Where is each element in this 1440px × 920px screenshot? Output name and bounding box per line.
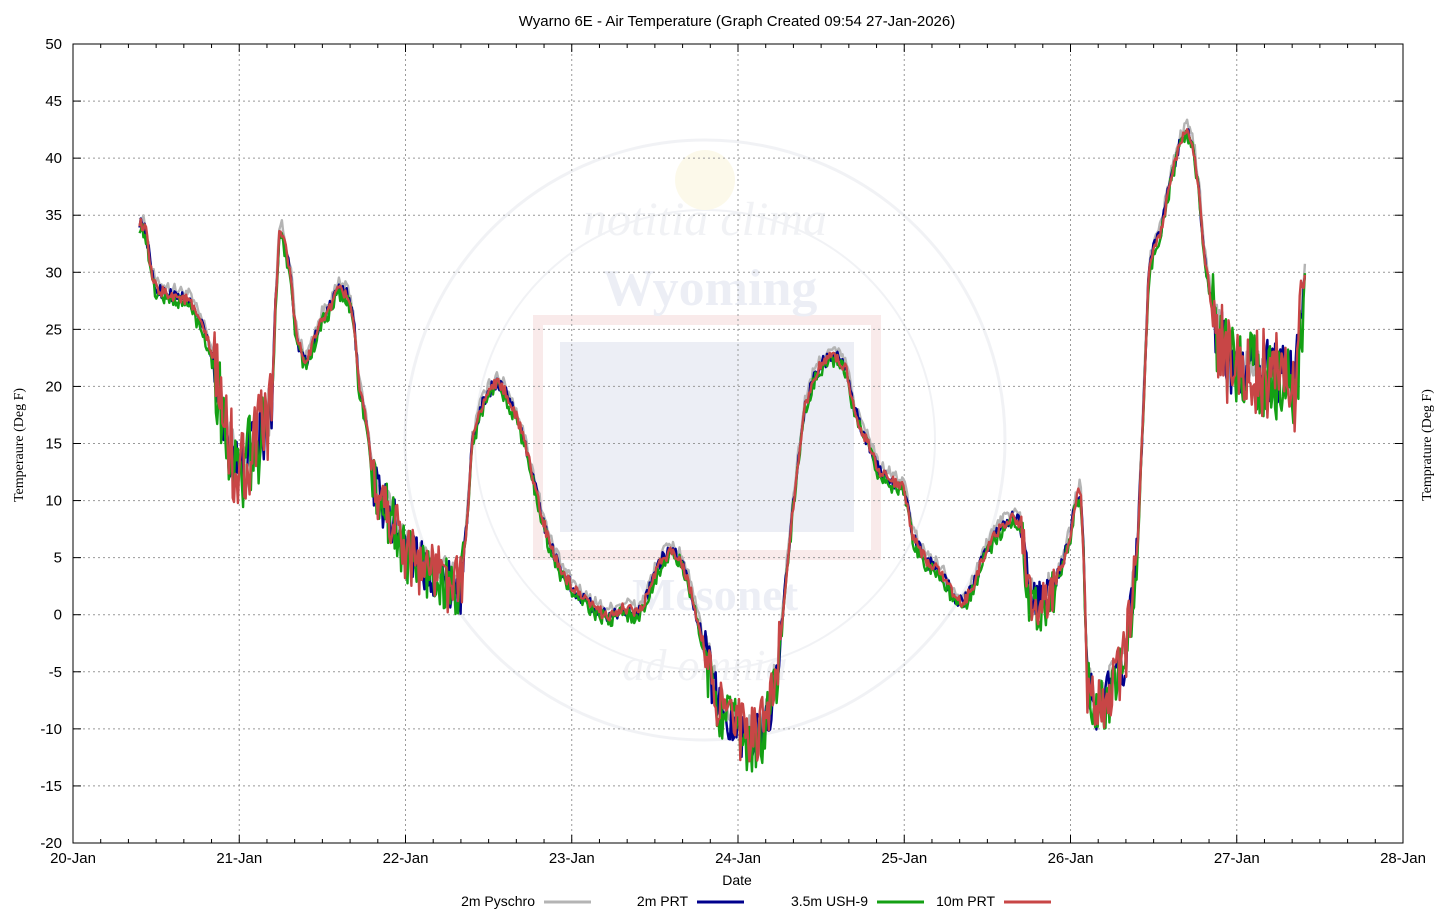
legend-label: 2m PRT (637, 893, 689, 909)
x-tick-labels: 20-Jan 21-Jan 22-Jan 23-Jan 24-Jan 25-Jan 26-J… (50, 850, 1426, 867)
y-tick-label: 10 (45, 493, 62, 510)
y-tick-label: 50 (45, 36, 62, 53)
x-tick-label: 24-Jan (715, 850, 761, 867)
y-tick-label: 30 (45, 264, 62, 281)
y-tick-label: 15 (45, 436, 62, 453)
series-layer (138, 118, 1307, 773)
y-tick-label: 35 (45, 207, 62, 224)
y-tick-labels: -20 -15 -10 -5 0 5 10 15 20 25 30 35 40 45 50 (40, 36, 62, 852)
y-tick-label: -15 (40, 778, 62, 795)
x-tick-label: 26-Jan (1048, 850, 1094, 867)
y-tick-label: 5 (54, 550, 62, 567)
legend-label: 10m PRT (936, 893, 995, 909)
y-tick-label: 45 (45, 93, 62, 110)
chart-title: Wyarno 6E - Air Temperature (Graph Creat… (519, 13, 955, 30)
x-tick-label: 28-Jan (1380, 850, 1426, 867)
y-tick-label: -10 (40, 721, 62, 738)
y-tick-label: 20 (45, 378, 62, 395)
x-tick-label: 22-Jan (383, 850, 429, 867)
y-tick-label: -20 (40, 835, 62, 852)
watermark-text-top: notitia clima (583, 193, 827, 246)
y-tick-label: 40 (45, 150, 62, 167)
series-line-3 (138, 127, 1307, 763)
y-tick-label: 0 (54, 607, 62, 624)
x-tick-label: 20-Jan (50, 850, 96, 867)
axis-ticks (72, 43, 1404, 844)
watermark-text-lower: Mesonet (632, 569, 799, 620)
watermark-text-center: Wyoming (603, 260, 818, 317)
legend-label: 2m Pyschro (461, 893, 535, 909)
x-tick-label: 21-Jan (216, 850, 262, 867)
y-axis-label-right: Temprature (Deg F) (1420, 389, 1435, 501)
x-tick-label: 23-Jan (549, 850, 595, 867)
legend-label: 3.5m USH-9 (791, 893, 868, 909)
x-axis-label: Date (722, 872, 752, 888)
y-tick-label: -5 (49, 664, 62, 681)
x-tick-label: 27-Jan (1214, 850, 1260, 867)
y-tick-label: 25 (45, 321, 62, 338)
legend: 2m Pyschro 2m PRT 3.5m USH-9 10m PRT (461, 893, 1051, 909)
y-axis-label-left: Temperaure (Deg F) (12, 388, 27, 502)
x-tick-label: 25-Jan (881, 850, 927, 867)
